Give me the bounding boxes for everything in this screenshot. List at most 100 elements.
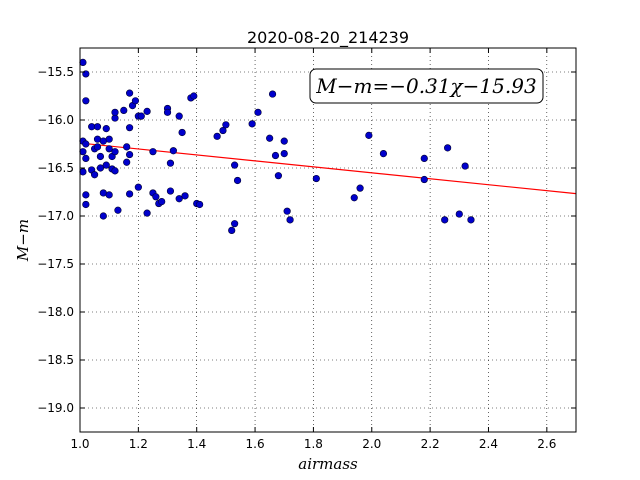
data-point (79, 148, 87, 156)
axis-ticks: 1.0 1.2 1.4 1.6 1.8 2.0 2.2 2.4 2.6 −15.5 −16.0 −16… (37, 48, 576, 451)
data-point (111, 148, 119, 156)
data-point (158, 198, 166, 206)
data-point (178, 128, 186, 137)
data-point (96, 152, 105, 161)
data-point (126, 124, 134, 132)
data-point (114, 206, 122, 214)
x-axis-label: airmass (298, 455, 358, 473)
data-point (455, 210, 463, 218)
data-point (379, 150, 388, 158)
data-point (274, 172, 283, 180)
data-point (228, 226, 236, 234)
x-tick-label: 1.2 (129, 437, 148, 451)
data-point (219, 126, 227, 135)
data-point (175, 195, 183, 203)
data-point (248, 120, 256, 128)
data-point (441, 216, 449, 224)
data-point (96, 164, 105, 172)
data-points (79, 58, 475, 234)
data-point (137, 112, 145, 120)
x-tick-label: 1.6 (246, 437, 265, 451)
data-point (79, 168, 87, 176)
data-point (444, 144, 452, 152)
data-point (79, 58, 87, 67)
data-point (280, 150, 288, 158)
data-point (131, 97, 140, 105)
data-point (268, 90, 277, 98)
data-point (181, 192, 189, 200)
data-point (134, 183, 142, 191)
data-point (126, 150, 134, 159)
data-point (231, 161, 239, 169)
data-point (105, 191, 113, 199)
data-point (105, 145, 113, 153)
data-point (231, 220, 239, 228)
data-point (163, 108, 172, 116)
data-point (126, 190, 134, 198)
data-point (254, 108, 262, 116)
data-point (365, 131, 373, 139)
data-point (190, 92, 198, 100)
data-point (82, 154, 90, 162)
data-point (169, 147, 177, 155)
data-point (123, 158, 131, 166)
data-point (266, 134, 274, 142)
y-tick-label: −18.5 (37, 353, 74, 367)
data-point (82, 140, 90, 148)
data-point (152, 193, 160, 201)
data-point (286, 216, 294, 224)
data-point (222, 121, 230, 129)
data-point (213, 132, 221, 140)
x-tick-label: 1.0 (70, 437, 89, 451)
x-tick-label: 1.4 (187, 437, 206, 451)
data-point (233, 176, 242, 185)
y-tick-label: −19.0 (37, 401, 74, 415)
y-tick-label: −16.0 (37, 113, 74, 127)
data-point (166, 187, 175, 195)
chart-title: 2020-08-20_214239 (247, 28, 409, 48)
data-point (82, 200, 90, 209)
x-tick-label: 2.2 (421, 437, 440, 451)
data-point (82, 191, 90, 199)
data-point (420, 154, 428, 162)
y-tick-label: −17.5 (37, 257, 74, 271)
data-point (196, 200, 204, 209)
data-point (93, 123, 102, 131)
data-point (420, 175, 428, 184)
y-tick-label: −16.5 (37, 161, 74, 175)
data-point (149, 148, 157, 156)
plot-frame (79, 47, 577, 433)
data-point (111, 108, 119, 116)
y-axis-label: M−m (14, 219, 32, 262)
data-point (175, 112, 183, 120)
data-point (90, 171, 99, 179)
data-point (280, 137, 288, 145)
data-point (111, 167, 119, 175)
data-point (166, 159, 175, 167)
fit-equation: M−m=−0.31χ−15.93 (315, 74, 536, 98)
data-point (120, 106, 128, 114)
annotation-frame (309, 68, 544, 104)
x-tick-label: 1.8 (304, 437, 323, 451)
y-tick-label: −15.5 (37, 65, 74, 79)
data-point (105, 135, 113, 143)
data-point (123, 143, 131, 151)
data-point (312, 174, 320, 183)
data-point (102, 161, 110, 169)
data-point (143, 107, 151, 115)
annotation-box: M−m=−0.31χ−15.93 (309, 68, 544, 104)
fit-line (79, 142, 577, 195)
data-point (467, 216, 475, 224)
y-tick-label: −17.0 (37, 209, 74, 223)
data-point (271, 151, 280, 160)
data-point (93, 143, 102, 151)
x-tick-label: 2.6 (537, 437, 556, 451)
data-point (102, 125, 110, 133)
data-point (126, 89, 134, 97)
x-tick-label: 2.0 (362, 437, 381, 451)
data-point (82, 97, 90, 105)
data-point (283, 207, 291, 215)
data-point (143, 209, 151, 217)
data-point (356, 184, 364, 192)
